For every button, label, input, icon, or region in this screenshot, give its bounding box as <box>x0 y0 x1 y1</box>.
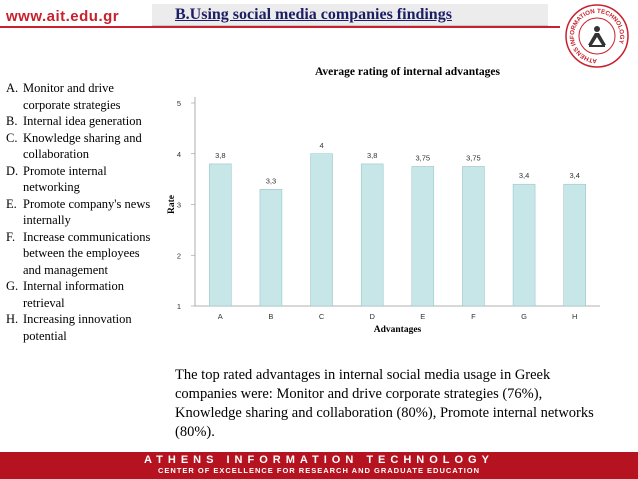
advantages-legend-list: A. Monitor and drive corporate strategies… <box>6 80 156 344</box>
advantage-text: Promote company's news internally <box>23 196 151 228</box>
header-divider <box>0 26 560 28</box>
chart-title: Average rating of internal advantages <box>315 66 501 78</box>
data-label: 3,4 <box>519 171 529 180</box>
y-tick-label: 2 <box>177 251 181 260</box>
advantage-letter: F. <box>6 229 16 244</box>
advantage-letter: C. <box>6 130 18 145</box>
data-label: 4 <box>319 141 323 150</box>
bar-D <box>360 163 384 307</box>
advantage-letter: D. <box>6 163 19 178</box>
advantage-letter: A. <box>6 81 19 95</box>
site-url[interactable]: www.ait.edu.gr <box>6 8 120 25</box>
x-tick-label: F <box>471 312 476 321</box>
x-tick-label: B <box>268 312 273 321</box>
x-tick-label: E <box>420 312 425 321</box>
x-tick-label: H <box>572 312 577 321</box>
advantage-text: Increase communications between the empl… <box>23 229 151 277</box>
advantage-item: E. Promote company's news internally <box>6 196 156 229</box>
data-label: 3,4 <box>569 171 579 180</box>
summary-text: The top rated advantages in internal soc… <box>175 367 594 440</box>
advantage-item: D. Promote internal networking <box>6 163 156 196</box>
x-tick-label: C <box>319 312 325 321</box>
data-label: 3,8 <box>215 151 225 160</box>
bar-E <box>411 166 435 307</box>
advantage-item: A. Monitor and drive corporate strategies <box>6 80 156 113</box>
bar-A <box>209 163 232 307</box>
advantage-text: Internal information retrieval <box>23 279 125 310</box>
bar-G <box>512 183 536 307</box>
y-tick-label: 5 <box>177 99 181 108</box>
advantage-text: Monitor and drive corporate strategies <box>23 81 121 112</box>
advantage-item: H. Increasing innovation potential <box>6 311 156 344</box>
data-label: 3,3 <box>266 176 276 185</box>
ait-logo-icon: ATHENS INFORMATION TECHNOLOGY <box>565 4 629 68</box>
title-bar <box>152 4 548 26</box>
y-tick-label: 4 <box>177 150 181 159</box>
bar-F <box>462 166 485 307</box>
advantage-item: F. Increase communications between the em… <box>6 229 156 279</box>
advantage-letter: H. <box>6 312 19 326</box>
x-axis-label: Advantages <box>374 325 422 335</box>
data-label: 3,75 <box>466 153 481 162</box>
footer-institution-name: ATHENS INFORMATION TECHNOLOGY <box>144 454 494 466</box>
data-label: 3,75 <box>416 153 431 162</box>
advantage-text: Internal idea generation <box>23 114 142 128</box>
data-label: 3,8 <box>367 151 377 160</box>
advantage-letter: B. <box>6 114 18 128</box>
advantage-letter: E. <box>6 196 17 211</box>
footer-tagline: CENTER OF EXCELLENCE FOR RESEARCH AND GR… <box>157 466 481 475</box>
advantage-item: G. Internal information retrieval <box>6 278 156 311</box>
slide-title: B.Using social media companies findings <box>175 6 452 23</box>
advantage-text: Knowledge sharing and collaboration <box>23 130 142 162</box>
x-tick-label: A <box>218 312 223 321</box>
y-axis-label: Rate <box>167 195 177 214</box>
advantage-letter: G. <box>6 279 19 293</box>
advantage-item: C. Knowledge sharing and collaboration <box>6 130 156 163</box>
footer-banner: ATHENS INFORMATION TECHNOLOGY CENTER OF … <box>0 452 638 479</box>
x-tick-label: D <box>369 312 375 321</box>
advantage-item: B. Internal idea generation <box>6 113 156 130</box>
advantage-text: Increasing innovation potential <box>23 312 132 343</box>
x-tick-label: G <box>521 312 527 321</box>
y-tick-label: 1 <box>177 302 181 311</box>
logo-emblem <box>588 26 606 47</box>
bar-H <box>563 183 586 307</box>
y-tick-label: 3 <box>177 201 181 210</box>
advantage-text: Promote internal networking <box>23 163 107 195</box>
bar-chart: Average rating of internal advantages 1 2 3… <box>167 66 600 335</box>
bar-C <box>310 153 333 307</box>
bar-B <box>259 189 283 307</box>
